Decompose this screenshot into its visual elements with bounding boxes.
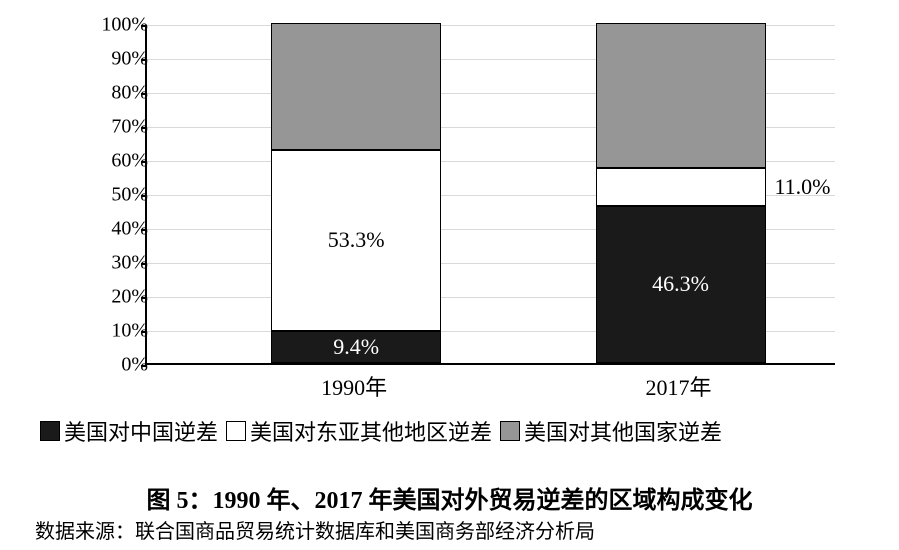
bar-segment bbox=[271, 23, 441, 150]
data-source: 数据来源：联合国商品贸易统计数据库和美国商务部经济分析局 bbox=[35, 515, 595, 544]
bar-group: 46.3% 11.0% bbox=[596, 23, 766, 363]
legend-label: 美国对中国逆差 bbox=[64, 415, 218, 447]
legend-swatch bbox=[500, 421, 520, 441]
y-tick-label: 30% bbox=[68, 252, 148, 275]
legend-swatch bbox=[40, 421, 60, 441]
y-tick-label: 80% bbox=[68, 82, 148, 105]
bar-group: 9.4% 53.3% bbox=[271, 23, 441, 363]
y-tick-label: 60% bbox=[68, 150, 148, 173]
figure-caption: 图 5：1990 年、2017 年美国对外贸易逆差的区域构成变化 bbox=[0, 480, 899, 515]
legend-item: 美国对东亚其他地区逆差 bbox=[226, 415, 492, 447]
legend-label: 美国对东亚其他地区逆差 bbox=[250, 415, 492, 447]
bar-segment: 9.4% bbox=[271, 331, 441, 363]
y-tick-label: 20% bbox=[68, 286, 148, 309]
legend-item: 美国对其他国家逆差 bbox=[500, 415, 722, 447]
chart-container: 9.4% 53.3% 46.3% 11.0% 0% 10% 20% 30% 40% 50% 60%… bbox=[50, 15, 850, 415]
bar-value-label: 53.3% bbox=[328, 227, 385, 253]
bar-value-label: 9.4% bbox=[333, 334, 379, 360]
legend: 美国对中国逆差美国对东亚其他地区逆差美国对其他国家逆差 bbox=[40, 415, 860, 447]
legend-label: 美国对其他国家逆差 bbox=[524, 415, 722, 447]
legend-swatch bbox=[226, 421, 246, 441]
plot-area: 9.4% 53.3% 46.3% 11.0% bbox=[145, 25, 835, 365]
bar-value-label: 46.3% bbox=[652, 271, 709, 297]
bar-segment: 11.0% bbox=[596, 168, 766, 205]
x-tick-label: 2017年 bbox=[594, 370, 764, 402]
y-tick-label: 50% bbox=[68, 184, 148, 207]
y-tick-label: 0% bbox=[68, 354, 148, 377]
y-tick-label: 100% bbox=[68, 14, 148, 37]
y-tick-label: 10% bbox=[68, 320, 148, 343]
x-tick-label: 1990年 bbox=[269, 370, 439, 402]
bar-segment bbox=[596, 23, 766, 168]
bar-segment: 53.3% bbox=[271, 150, 441, 331]
bar-value-label: 11.0% bbox=[775, 174, 831, 200]
legend-item: 美国对中国逆差 bbox=[40, 415, 218, 447]
y-tick-label: 40% bbox=[68, 218, 148, 241]
y-tick-label: 90% bbox=[68, 48, 148, 71]
bar-segment: 46.3% bbox=[596, 206, 766, 363]
y-tick-label: 70% bbox=[68, 116, 148, 139]
